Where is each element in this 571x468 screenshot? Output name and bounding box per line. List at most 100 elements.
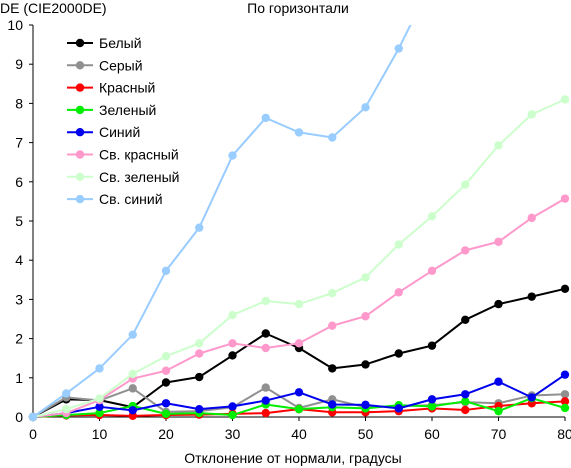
legend-item: Св. зеленый [67,169,179,185]
legend: Белый Серый Красный Зеленый Синий Св. красный… [67,35,179,207]
y-tick-label: 10 [7,17,23,33]
data-point [28,412,38,422]
y-tick-label: 4 [15,252,23,268]
data-point [560,95,570,104]
y-tick-label: 6 [15,174,23,190]
legend-item: Красный [67,80,155,96]
data-point [261,343,270,353]
data-point [62,404,71,414]
series-Св. зеленый [28,95,570,422]
x-tick-label: 0 [29,426,37,442]
data-point [261,396,270,405]
data-point [394,349,403,358]
legend-marker [75,128,85,137]
legend-item: Серый [67,57,143,73]
data-point [427,212,437,221]
data-point [560,194,570,203]
data-point [560,397,570,406]
data-point [361,360,370,369]
chart-title: По горизонтали [247,0,349,16]
data-point [228,310,237,320]
data-point [195,223,204,232]
legend-item: Св. красный [67,147,179,163]
data-point [461,405,470,415]
data-point [95,394,104,403]
y-tick-label: 0 [15,409,23,425]
data-point [328,321,337,330]
data-point [294,299,304,309]
data-point [261,329,270,338]
legend-marker [75,105,85,115]
series-Св. синий [28,25,412,422]
x-tick-label: 80 [557,426,571,442]
data-point [560,370,570,379]
data-point [527,110,536,119]
legend-item: Св. синий [67,191,163,207]
data-point [394,240,403,249]
data-point [361,103,370,112]
plot-area [28,25,570,422]
data-point [427,266,437,275]
data-point [427,402,437,411]
data-point [261,296,270,306]
data-point [228,402,237,411]
data-point [461,180,470,189]
data-point [128,406,137,415]
legend-marker [75,38,85,48]
data-point [527,213,536,223]
data-point [461,315,470,324]
data-point [228,410,237,420]
data-point [394,288,403,297]
legend-label: Серый [99,57,143,73]
legend-label: Св. зеленый [99,169,179,185]
y-tick-label: 5 [15,213,23,229]
data-point [228,151,237,160]
legend-marker [75,61,85,70]
legend-label: Белый [99,35,142,51]
y-tick-label: 2 [15,331,23,347]
data-point [261,408,270,418]
legend-marker [75,150,85,159]
data-point [228,339,237,348]
y-axis-label: DE (CIE2000DE) [0,0,107,16]
x-tick-label: 20 [158,426,174,442]
data-point [328,364,337,373]
data-point [95,408,104,418]
data-point [195,372,204,382]
data-point [361,400,370,410]
legend-label: Красный [99,80,155,96]
data-point [527,292,536,301]
data-point [560,390,570,399]
x-tick-label: 30 [225,426,241,442]
data-point [161,366,171,375]
data-point [128,330,137,339]
data-point [161,399,171,408]
legend-label: Св. синий [99,191,163,207]
data-point [294,339,304,348]
y-tick-label: 1 [15,370,23,386]
data-point [394,44,403,53]
legend-label: Св. красный [99,147,179,163]
data-point [161,266,171,275]
data-point [461,390,470,399]
data-point [461,246,470,255]
data-point [195,339,204,348]
data-point [361,273,370,282]
y-tick-label: 7 [15,135,23,151]
data-point [161,352,171,361]
data-point [494,377,503,386]
legend-marker [75,194,85,204]
data-point [294,404,304,414]
data-point [394,404,403,413]
legend-label: Синий [99,124,140,140]
legend-item: Белый [67,35,142,51]
y-tick-label: 3 [15,291,23,307]
data-point [294,128,304,137]
data-point [560,284,570,294]
data-point [328,288,337,298]
data-point [228,351,237,360]
x-tick-label: 70 [491,426,507,442]
data-point [328,400,337,409]
data-point [560,403,570,413]
